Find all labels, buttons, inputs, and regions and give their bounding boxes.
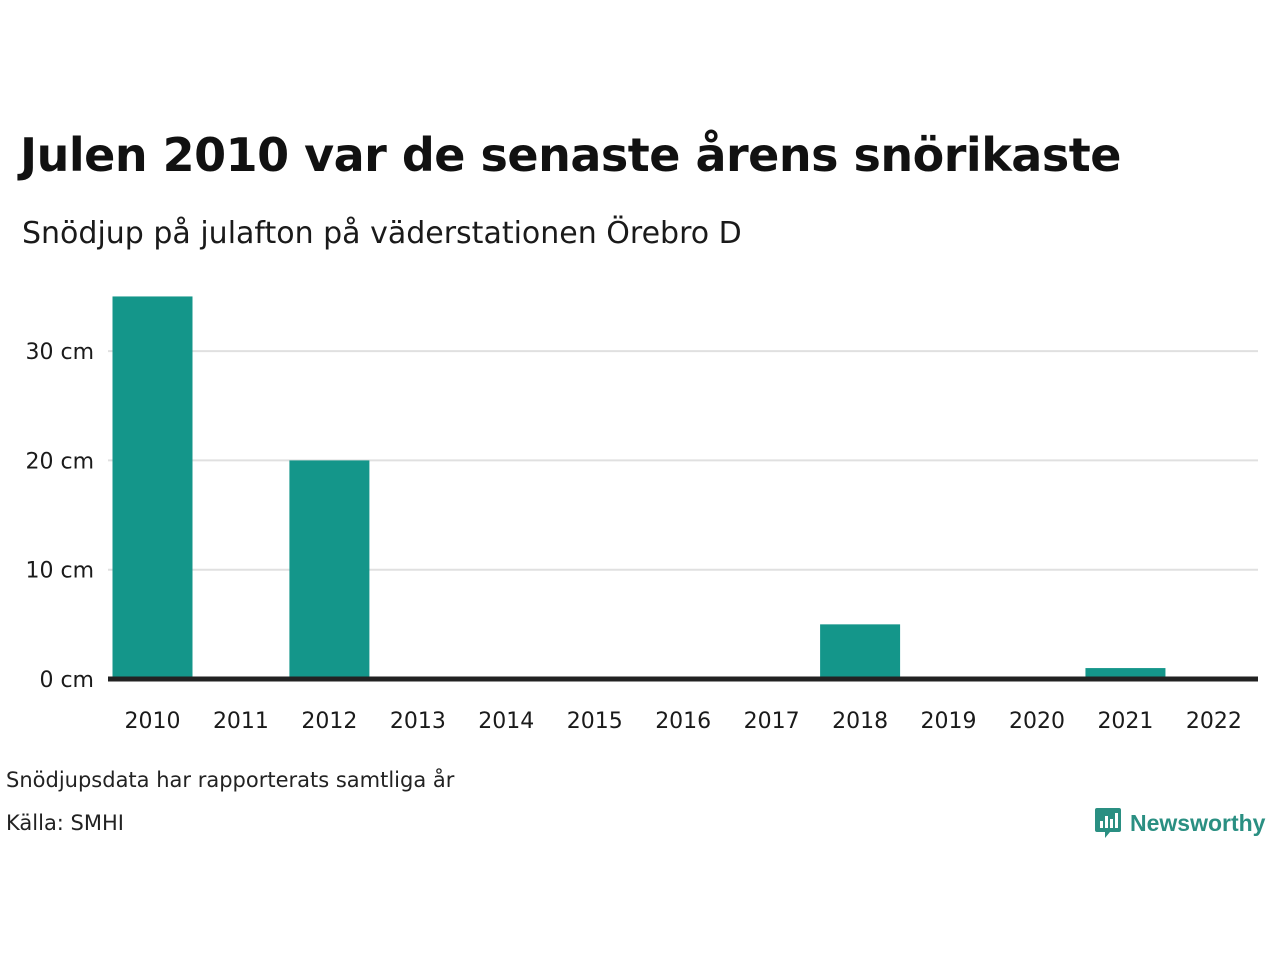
- x-axis-ticks: 2010 2011 2012 2013 2014 2015 2016 2017 2018 2019…: [125, 709, 1242, 734]
- x-tick-label: 2014: [478, 709, 534, 734]
- brand-logo: Newsworthy: [1094, 806, 1265, 840]
- chart-subtitle: Snödjup på julafton på väderstationen Ör…: [22, 216, 742, 251]
- x-tick-label: 2016: [655, 709, 711, 734]
- x-tick-label: 2020: [1009, 709, 1065, 734]
- x-tick-label: 2017: [744, 709, 800, 734]
- x-tick-label: 2022: [1186, 709, 1242, 734]
- x-tick-label: 2012: [301, 709, 357, 734]
- x-tick-label: 2015: [567, 709, 623, 734]
- y-tick-label: 10 cm: [25, 559, 94, 584]
- grid-lines: [108, 350, 1258, 571]
- y-tick-label: 0 cm: [39, 668, 94, 693]
- bars: [108, 296, 1258, 682]
- x-tick-label: 2013: [390, 709, 446, 734]
- y-tick-label: 30 cm: [25, 340, 94, 365]
- footnote: Snödjupsdata har rapporterats samtliga å…: [6, 768, 455, 792]
- bar-2021: [1085, 668, 1166, 679]
- bar-2012: [289, 460, 370, 679]
- brand-name: Newsworthy: [1130, 809, 1266, 836]
- y-tick-label: 20 cm: [25, 449, 94, 474]
- source-note: Källa: SMHI: [6, 811, 124, 835]
- bar-chart-logo-icon: [1095, 808, 1121, 838]
- chart-title: Julen 2010 var de senaste årens snörikas…: [20, 128, 1121, 182]
- x-tick-label: 2011: [213, 709, 269, 734]
- bar-2010: [112, 296, 193, 679]
- bar-2018: [820, 624, 901, 679]
- x-tick-label: 2010: [125, 709, 181, 734]
- x-tick-label: 2019: [921, 709, 977, 734]
- x-tick-label: 2021: [1097, 709, 1153, 734]
- y-axis-ticks: 0 cm 10 cm 20 cm 30 cm: [25, 340, 94, 693]
- x-tick-label: 2018: [832, 709, 888, 734]
